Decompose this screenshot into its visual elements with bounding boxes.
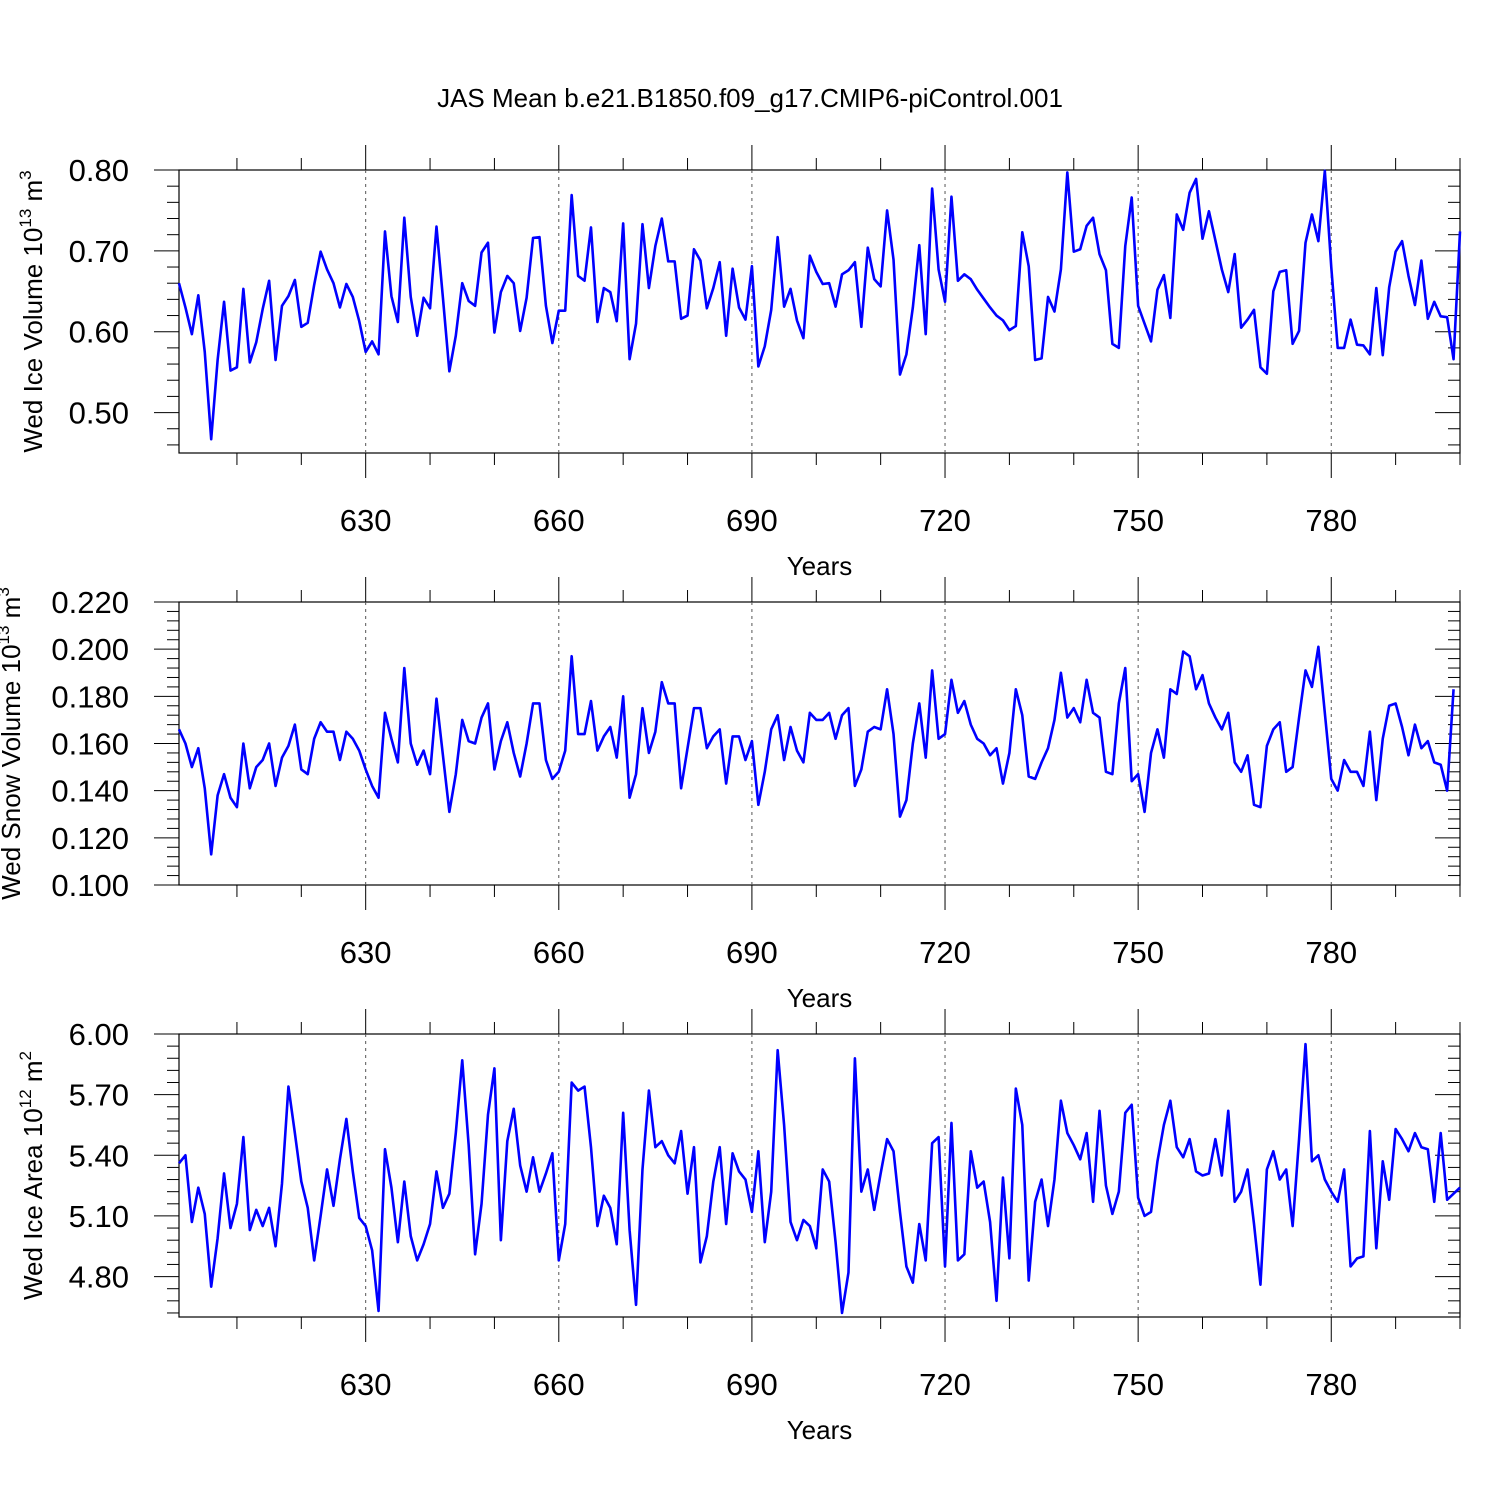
x-axis-label: Years bbox=[787, 551, 853, 581]
x-tick-label: 630 bbox=[340, 935, 392, 970]
y-tick-label: 0.100 bbox=[51, 868, 129, 903]
figure-title: JAS Mean b.e21.B1850.f09_g17.CMIP6-piCon… bbox=[437, 83, 1063, 113]
y-tick-label: 0.120 bbox=[51, 821, 129, 856]
y-axis-label-exp: 13 bbox=[0, 626, 13, 645]
plot-frame bbox=[178, 1033, 1461, 1318]
y-axis-label-unit: m bbox=[0, 597, 26, 626]
series-line bbox=[177, 645, 1455, 856]
panel-ice-volume: 630 660 690 720 750 780 Years 0.50 0.60 0.70 0.80 W… bbox=[16, 145, 1462, 581]
y-tick-label: 6.00 bbox=[69, 1017, 129, 1052]
x-tick-label: 750 bbox=[1112, 503, 1164, 538]
x-tick-label: 720 bbox=[919, 1367, 971, 1402]
y-axis-label-unit-exp: 3 bbox=[16, 170, 35, 179]
y-axis-label-text: Wed Ice Area 10 bbox=[18, 1108, 48, 1300]
x-tick-label: 630 bbox=[340, 503, 392, 538]
x-tick-label: 660 bbox=[533, 503, 585, 538]
y-axis-label-unit: m bbox=[18, 1060, 48, 1089]
y-axis-label: Wed Ice Volume 1013 m3 bbox=[16, 170, 48, 452]
y-tick-label: 5.70 bbox=[69, 1078, 129, 1113]
series-line bbox=[177, 169, 1462, 441]
y-axis-label-text: Wed Ice Volume 10 bbox=[18, 228, 48, 453]
plot-frame bbox=[178, 169, 1461, 454]
y-tick-label: 0.50 bbox=[69, 396, 129, 431]
y-tick-label: 0.80 bbox=[69, 153, 129, 188]
x-tick-label: 720 bbox=[919, 503, 971, 538]
y-axis-label: Wed Snow Volume 1013 m3 bbox=[0, 587, 26, 900]
y-tick-label: 0.140 bbox=[51, 774, 129, 809]
y-axis-label-unit-exp: 3 bbox=[0, 587, 13, 596]
y-axis-label-unit-exp: 2 bbox=[16, 1051, 35, 1060]
x-tick-label: 630 bbox=[340, 1367, 392, 1402]
y-axis-label-exp: 12 bbox=[16, 1089, 35, 1108]
y-tick-label: 0.200 bbox=[51, 632, 129, 667]
y-axis-label-exp: 13 bbox=[16, 209, 35, 228]
y-tick-label: 0.160 bbox=[51, 727, 129, 762]
panel-ice-area: 630 660 690 720 750 780 Years 4.80 5.10 5.40 5.70 6… bbox=[16, 1009, 1461, 1445]
x-axis-label: Years bbox=[787, 983, 853, 1013]
y-tick-label: 5.10 bbox=[69, 1199, 129, 1234]
x-tick-label: 780 bbox=[1305, 1367, 1357, 1402]
y-tick-label: 5.40 bbox=[69, 1138, 129, 1173]
x-tick-label: 690 bbox=[726, 1367, 778, 1402]
x-tick-label: 750 bbox=[1112, 935, 1164, 970]
y-tick-label: 0.180 bbox=[51, 679, 129, 714]
x-tick-label: 750 bbox=[1112, 1367, 1164, 1402]
x-tick-label: 690 bbox=[726, 503, 778, 538]
y-axis-label-text: Wed Snow Volume 10 bbox=[0, 644, 26, 899]
x-tick-label: 780 bbox=[1305, 503, 1357, 538]
series-line bbox=[177, 1042, 1461, 1315]
y-tick-label: 0.60 bbox=[69, 315, 129, 350]
y-axis-label: Wed Ice Area 1012 m2 bbox=[16, 1051, 48, 1300]
panel-snow-volume: 630 660 690 720 750 780 Years 0.100 0.120 0.140 0.… bbox=[0, 577, 1461, 1013]
x-tick-label: 720 bbox=[919, 935, 971, 970]
x-axis-label: Years bbox=[787, 1415, 853, 1445]
x-tick-label: 660 bbox=[533, 935, 585, 970]
y-tick-label: 4.80 bbox=[69, 1260, 129, 1295]
y-tick-label: 0.70 bbox=[69, 234, 129, 269]
x-tick-label: 780 bbox=[1305, 935, 1357, 970]
y-axis-label-unit: m bbox=[18, 180, 48, 209]
x-tick-label: 690 bbox=[726, 935, 778, 970]
y-tick-label: 0.220 bbox=[51, 585, 129, 620]
x-tick-label: 660 bbox=[533, 1367, 585, 1402]
